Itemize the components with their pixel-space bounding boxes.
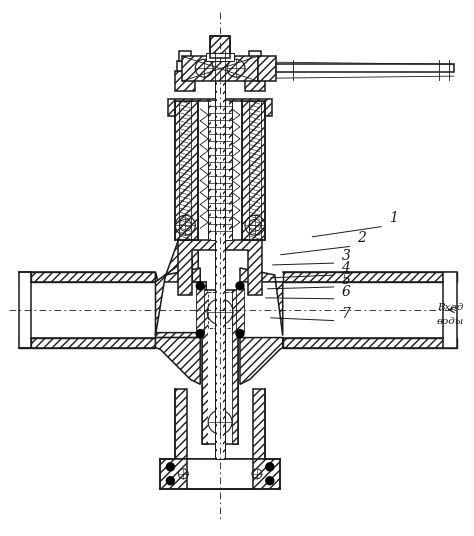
Polygon shape: [245, 71, 265, 91]
Polygon shape: [31, 338, 155, 347]
Polygon shape: [210, 36, 230, 58]
Text: 1: 1: [389, 211, 398, 225]
Polygon shape: [236, 288, 244, 332]
Polygon shape: [443, 338, 457, 347]
Bar: [249, 51, 261, 61]
Circle shape: [236, 330, 244, 338]
Bar: [187, 459, 253, 489]
Polygon shape: [242, 101, 265, 240]
Bar: [210, 36, 230, 58]
Polygon shape: [31, 272, 155, 282]
Bar: [276, 64, 454, 72]
Circle shape: [196, 282, 204, 290]
Bar: [179, 51, 191, 61]
Polygon shape: [196, 288, 204, 332]
Text: 7: 7: [341, 307, 350, 321]
Polygon shape: [258, 56, 276, 81]
Polygon shape: [155, 338, 200, 384]
Bar: [184, 58, 256, 79]
Bar: [179, 101, 191, 240]
Polygon shape: [19, 338, 31, 347]
Bar: [202, 290, 238, 444]
Bar: [217, 51, 223, 459]
Text: 3: 3: [341, 249, 350, 263]
Text: 5: 5: [341, 273, 350, 287]
Polygon shape: [232, 290, 238, 444]
Text: 4: 4: [341, 261, 350, 275]
Polygon shape: [182, 56, 258, 81]
Polygon shape: [161, 459, 280, 489]
Text: воды: воды: [437, 317, 464, 326]
Bar: [208, 292, 232, 327]
Bar: [249, 101, 261, 240]
Circle shape: [236, 282, 244, 290]
Bar: [443, 272, 457, 347]
Polygon shape: [253, 389, 265, 459]
Bar: [208, 290, 232, 444]
Circle shape: [266, 477, 274, 485]
Bar: [177, 61, 193, 71]
Polygon shape: [283, 272, 443, 282]
Bar: [211, 101, 229, 240]
Polygon shape: [155, 240, 206, 300]
Circle shape: [196, 330, 204, 338]
Polygon shape: [208, 101, 232, 240]
Polygon shape: [215, 51, 225, 459]
Polygon shape: [443, 272, 457, 282]
Polygon shape: [178, 240, 262, 295]
Text: 2: 2: [357, 231, 366, 245]
Polygon shape: [240, 268, 283, 336]
Circle shape: [166, 463, 174, 471]
Polygon shape: [175, 71, 195, 91]
Polygon shape: [155, 325, 206, 338]
Polygon shape: [240, 338, 283, 384]
Polygon shape: [155, 260, 200, 336]
Text: Вход: Вход: [437, 303, 463, 312]
Circle shape: [266, 463, 274, 471]
Text: 6: 6: [341, 285, 350, 299]
Polygon shape: [19, 272, 31, 282]
Polygon shape: [175, 389, 187, 459]
Polygon shape: [175, 101, 198, 240]
Circle shape: [166, 477, 174, 485]
Bar: [247, 61, 263, 71]
Bar: [19, 272, 31, 347]
Polygon shape: [168, 99, 272, 116]
Polygon shape: [202, 290, 208, 444]
Polygon shape: [283, 338, 443, 347]
Bar: [206, 53, 234, 61]
